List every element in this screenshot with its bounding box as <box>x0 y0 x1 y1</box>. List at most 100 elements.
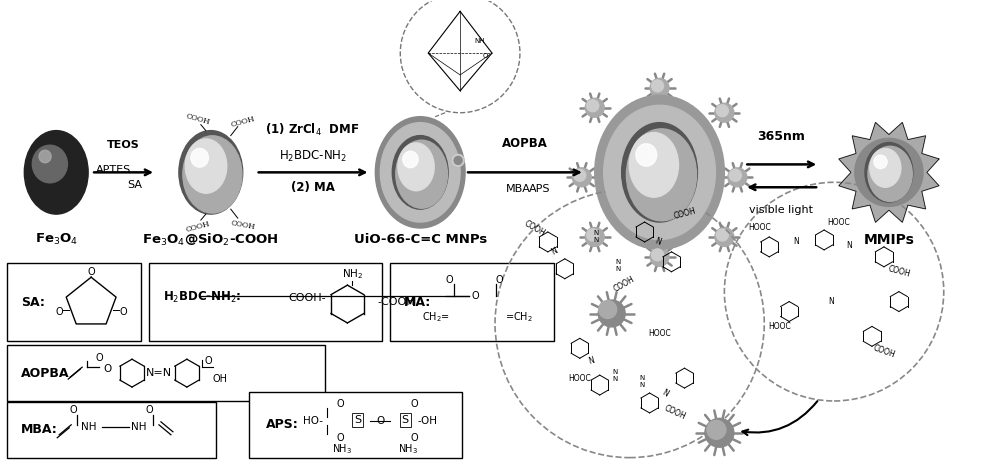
Text: COOH: COOH <box>230 219 256 231</box>
Ellipse shape <box>636 144 657 166</box>
Text: N: N <box>828 297 834 306</box>
Ellipse shape <box>652 249 664 261</box>
Text: N: N <box>588 356 596 366</box>
Ellipse shape <box>715 227 734 246</box>
Ellipse shape <box>868 146 912 201</box>
Text: N: N <box>660 388 669 398</box>
Text: O: O <box>337 433 344 443</box>
Ellipse shape <box>626 129 697 221</box>
Ellipse shape <box>572 168 591 187</box>
Text: N
N: N N <box>616 259 621 272</box>
Text: UiO-66-C=C MNPs: UiO-66-C=C MNPs <box>354 233 487 246</box>
Ellipse shape <box>652 80 664 92</box>
Text: N: N <box>550 247 560 257</box>
Ellipse shape <box>375 117 465 228</box>
Text: 365nm: 365nm <box>757 129 805 143</box>
Ellipse shape <box>715 103 734 122</box>
Ellipse shape <box>39 150 51 163</box>
Ellipse shape <box>707 420 726 439</box>
Text: -OH: -OH <box>417 416 437 426</box>
Text: NH$_3$: NH$_3$ <box>332 442 352 456</box>
Text: COOH: COOH <box>613 274 637 293</box>
Ellipse shape <box>32 145 67 183</box>
Ellipse shape <box>403 151 418 168</box>
Circle shape <box>452 154 464 166</box>
Ellipse shape <box>728 168 747 187</box>
Text: COOH: COOH <box>672 207 697 221</box>
Text: (2) MA: (2) MA <box>291 181 334 194</box>
Ellipse shape <box>629 133 679 197</box>
Text: N: N <box>846 242 852 250</box>
FancyBboxPatch shape <box>390 263 554 341</box>
Text: -COOH: -COOH <box>377 297 415 307</box>
Ellipse shape <box>705 419 734 447</box>
Text: O: O <box>119 307 127 317</box>
Text: HOOC: HOOC <box>768 322 791 331</box>
Text: NH$_3$: NH$_3$ <box>398 442 418 456</box>
Ellipse shape <box>24 131 88 214</box>
FancyBboxPatch shape <box>7 402 216 458</box>
Text: S: S <box>354 415 361 425</box>
Text: NH: NH <box>475 38 485 44</box>
Text: O: O <box>337 399 344 409</box>
Ellipse shape <box>191 148 208 167</box>
Ellipse shape <box>604 105 715 239</box>
Text: COOH: COOH <box>230 115 256 129</box>
Ellipse shape <box>598 300 625 327</box>
Text: (1) ZrCl$_4$  DMF: (1) ZrCl$_4$ DMF <box>265 122 360 138</box>
Text: COOH: COOH <box>523 219 547 238</box>
Text: O: O <box>495 275 503 285</box>
Text: S: S <box>402 415 409 425</box>
Text: H$_2$BDC-NH$_2$:: H$_2$BDC-NH$_2$: <box>163 290 241 304</box>
Text: O: O <box>55 307 63 317</box>
FancyBboxPatch shape <box>249 392 462 458</box>
Text: Fe$_3$O$_4$: Fe$_3$O$_4$ <box>35 232 78 248</box>
FancyBboxPatch shape <box>149 263 382 341</box>
Text: O: O <box>410 433 418 443</box>
Text: APTES: APTES <box>95 165 131 176</box>
Text: N: N <box>653 237 662 247</box>
Text: N
N: N N <box>612 369 617 382</box>
Text: TEOS: TEOS <box>107 140 139 151</box>
Ellipse shape <box>585 227 604 246</box>
Text: N=N: N=N <box>146 368 172 378</box>
Ellipse shape <box>179 131 243 214</box>
Ellipse shape <box>650 79 669 97</box>
Text: HOOC: HOOC <box>748 223 771 231</box>
Text: NH: NH <box>81 422 97 432</box>
Text: CH$_2$=: CH$_2$= <box>422 310 450 324</box>
Text: visible light: visible light <box>749 205 813 215</box>
Text: O: O <box>145 405 153 415</box>
FancyBboxPatch shape <box>7 345 325 401</box>
Text: O: O <box>482 53 488 59</box>
Ellipse shape <box>870 148 901 187</box>
Ellipse shape <box>716 105 728 117</box>
Ellipse shape <box>396 140 447 208</box>
Ellipse shape <box>574 170 586 181</box>
Ellipse shape <box>185 139 227 193</box>
Ellipse shape <box>716 229 728 241</box>
Text: O: O <box>103 364 111 374</box>
Ellipse shape <box>874 155 887 169</box>
Text: MBA: MBA <box>506 184 530 195</box>
Text: O: O <box>205 356 213 366</box>
Text: COOH: COOH <box>872 343 896 359</box>
Text: AOPBA: AOPBA <box>21 367 70 380</box>
Text: O: O <box>69 405 77 415</box>
Polygon shape <box>839 122 939 222</box>
Ellipse shape <box>585 98 604 117</box>
Text: O: O <box>87 267 95 277</box>
Ellipse shape <box>865 143 913 202</box>
Text: COOH: COOH <box>185 113 211 127</box>
Ellipse shape <box>622 122 697 222</box>
Ellipse shape <box>650 247 669 266</box>
Text: HO-: HO- <box>303 416 323 426</box>
Text: HOOC: HOOC <box>568 374 591 383</box>
Ellipse shape <box>587 100 599 112</box>
Ellipse shape <box>183 136 242 213</box>
Text: MMIPs: MMIPs <box>863 233 914 247</box>
Text: O: O <box>410 399 418 409</box>
Ellipse shape <box>392 135 448 209</box>
Ellipse shape <box>587 229 599 241</box>
Text: COOH-: COOH- <box>289 293 326 303</box>
